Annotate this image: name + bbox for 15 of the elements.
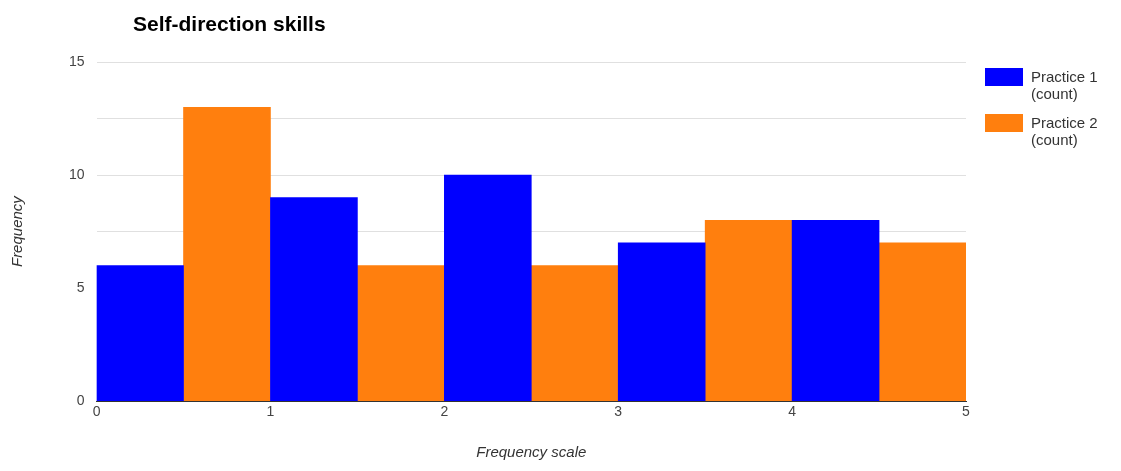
y-axis-title: Frequency: [8, 194, 26, 268]
legend-label: Practice 1 (count): [1031, 68, 1099, 102]
y-tick-label: 10: [68, 165, 85, 182]
legend-label: Practice 2 (count): [1031, 114, 1099, 148]
y-tick-label: 5: [76, 278, 85, 295]
x-tick-label: 2: [440, 403, 449, 420]
y-tick-label: 15: [68, 52, 85, 69]
x-axis-title: Frequency scale: [476, 443, 587, 461]
x-tick-label: 4: [788, 403, 797, 420]
x-tick-label: 3: [614, 403, 623, 420]
chart-title: Self-direction skills: [133, 12, 326, 36]
x-tick-label: 1: [266, 403, 275, 420]
x-tick-label: 5: [962, 403, 971, 420]
x-tick-label: 0: [92, 403, 101, 420]
y-tick-label: 0: [76, 392, 85, 409]
